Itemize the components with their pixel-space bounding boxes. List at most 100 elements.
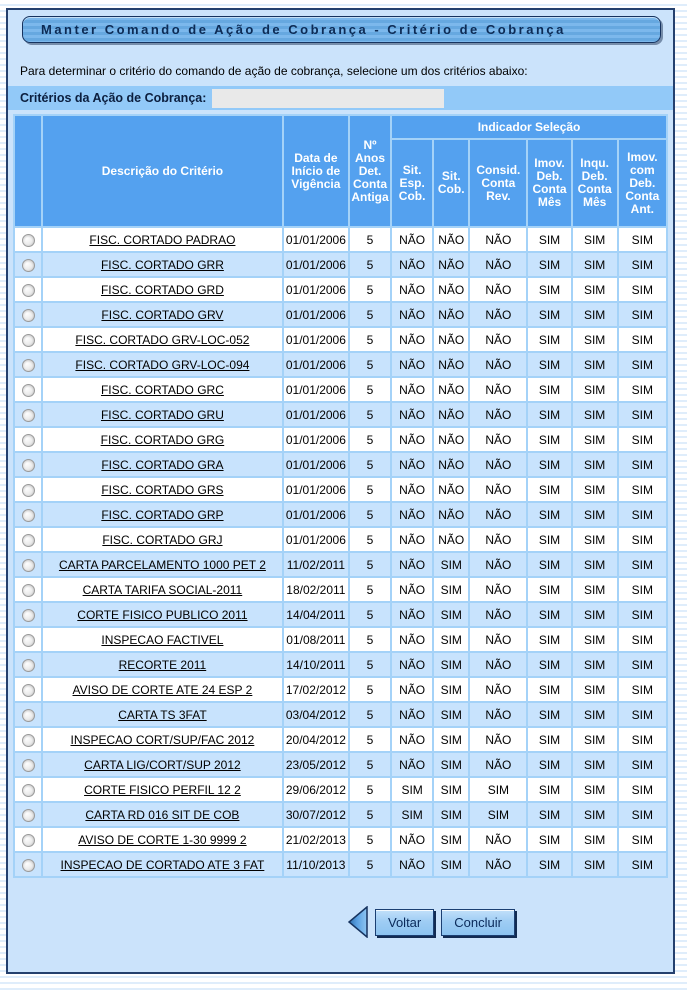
criterion-link[interactable]: FISC. CORTADO PADRAO	[89, 232, 236, 247]
criterion-radio[interactable]	[21, 533, 35, 547]
criterion-link[interactable]: CARTA RD 016 SIT DE COB	[85, 807, 240, 822]
criterion-radio[interactable]	[21, 483, 35, 497]
imov-com-deb-conta-ant-cell: SIM	[616, 551, 669, 578]
criterion-link[interactable]: FISC. CORTADO GRA	[101, 457, 224, 472]
consid-conta-rev-cell: NÃO	[468, 251, 529, 278]
criterion-link[interactable]: FISC. CORTADO GRV-LOC-052	[75, 332, 250, 347]
criterion-radio[interactable]	[21, 808, 35, 822]
criterion-radio[interactable]	[21, 258, 35, 272]
criterion-radio[interactable]	[21, 308, 35, 322]
data-inicio-cell: 01/01/2006	[281, 351, 350, 378]
criterion-link[interactable]: CORTE FISICO PERFIL 12 2	[84, 782, 241, 797]
imov-deb-conta-mes-cell: SIM	[526, 251, 573, 278]
instruction-text: Para determinar o critério do comando de…	[20, 64, 528, 78]
criterion-link[interactable]: FISC. CORTADO GRR	[100, 257, 224, 272]
criterion-link[interactable]: RECORTE 2011	[118, 657, 207, 672]
criterion-radio[interactable]	[21, 858, 35, 872]
header-consid-conta-rev: Consid. Conta Rev.	[468, 138, 529, 228]
criterion-radio[interactable]	[21, 558, 35, 572]
imov-com-deb-conta-ant-cell: SIM	[616, 576, 669, 603]
criteria-input[interactable]	[212, 88, 445, 108]
concluir-button[interactable]: Concluir	[441, 908, 515, 936]
criterion-link[interactable]: CARTA TARIFA SOCIAL-2011	[82, 582, 243, 597]
descricao-cell: FISC. CORTADO GRV	[41, 301, 284, 328]
criterion-link[interactable]: FISC. CORTADO GRC	[100, 382, 224, 397]
criterion-radio[interactable]	[21, 458, 35, 472]
criterion-radio[interactable]	[21, 408, 35, 422]
criterion-radio[interactable]	[21, 733, 35, 747]
criterion-link[interactable]: FISC. CORTADO GRU	[100, 407, 224, 422]
sit-esp-cob-cell: NÃO	[390, 726, 435, 753]
anos-cell: 5	[347, 451, 393, 478]
criterion-link[interactable]: INSPECAO CORT/SUP/FAC 2012	[70, 732, 255, 747]
criterion-radio[interactable]	[21, 683, 35, 697]
data-inicio-cell: 29/06/2012	[281, 776, 350, 803]
descricao-cell: RECORTE 2011	[41, 651, 284, 678]
criterion-radio[interactable]	[21, 383, 35, 397]
criterion-radio[interactable]	[21, 758, 35, 772]
criterion-radio[interactable]	[21, 333, 35, 347]
criterion-radio[interactable]	[21, 233, 35, 247]
criterion-link[interactable]: INSPECAO DE CORTADO ATE 3 FAT	[60, 857, 265, 872]
criterion-radio[interactable]	[21, 283, 35, 297]
table-row: INSPECAO FACTIVEL 01/08/2011 5 NÃO SIM NÃO SIM…	[12, 626, 669, 653]
data-inicio-cell: 01/01/2006	[281, 301, 350, 328]
table-row: FISC. CORTADO GRR 01/01/2006 5 NÃO NÃO NÃO SIM…	[12, 251, 669, 278]
radio-cell	[12, 301, 44, 328]
consid-conta-rev-cell: NÃO	[468, 301, 529, 328]
radio-cell	[12, 651, 44, 678]
imov-com-deb-conta-ant-cell: SIM	[616, 476, 669, 503]
criterion-link[interactable]: CARTA TS 3FAT	[118, 707, 207, 722]
criterion-link[interactable]: CORTE FISICO PUBLICO 2011	[77, 607, 248, 622]
criterion-link[interactable]: AVISO DE CORTE ATE 24 ESP 2	[72, 682, 253, 697]
criteria-table: Descrição do Critério Data de Início de …	[12, 114, 669, 878]
table-row: FISC. CORTADO GRP 01/01/2006 5 NÃO NÃO NÃO SIM…	[12, 501, 669, 528]
sit-cob-cell: SIM	[432, 576, 471, 603]
criterion-radio[interactable]	[21, 433, 35, 447]
criterion-radio[interactable]	[21, 608, 35, 622]
imov-deb-conta-mes-cell: SIM	[526, 376, 573, 403]
imov-deb-conta-mes-cell: SIM	[526, 751, 573, 778]
radio-cell	[12, 226, 44, 253]
criterion-radio[interactable]	[21, 833, 35, 847]
anos-cell: 5	[347, 426, 393, 453]
descricao-cell: FISC. CORTADO GRC	[41, 376, 284, 403]
back-arrow-icon[interactable]	[348, 906, 368, 938]
consid-conta-rev-cell: NÃO	[468, 476, 529, 503]
criterion-radio[interactable]	[21, 708, 35, 722]
imov-deb-conta-mes-cell: SIM	[526, 651, 573, 678]
criterion-radio[interactable]	[21, 783, 35, 797]
imov-deb-conta-mes-cell: SIM	[526, 726, 573, 753]
sit-esp-cob-cell: NÃO	[390, 576, 435, 603]
consid-conta-rev-cell: NÃO	[468, 376, 529, 403]
inqu-deb-conta-mes-cell: SIM	[570, 776, 619, 803]
criterion-link[interactable]: FISC. CORTADO GRV	[101, 307, 224, 322]
criteria-field-label: Critérios da Ação de Cobrança:	[20, 91, 207, 105]
table-row: CARTA TARIFA SOCIAL-2011 18/02/2011 5 NÃO SI…	[12, 576, 669, 603]
sit-esp-cob-cell: NÃO	[390, 451, 435, 478]
table-row: FISC. CORTADO GRV-LOC-052 01/01/2006 5 NÃO N…	[12, 326, 669, 353]
criterion-radio[interactable]	[21, 658, 35, 672]
sit-cob-cell: SIM	[432, 826, 471, 853]
anos-cell: 5	[347, 626, 393, 653]
criterion-link[interactable]: FISC. CORTADO GRG	[100, 432, 225, 447]
inqu-deb-conta-mes-cell: SIM	[570, 626, 619, 653]
criterion-link[interactable]: CARTA PARCELAMENTO 1000 PET 2	[58, 557, 266, 572]
anos-cell: 5	[347, 326, 393, 353]
criterion-link[interactable]: FISC. CORTADO GRV-LOC-094	[75, 357, 250, 372]
imov-deb-conta-mes-cell: SIM	[526, 851, 573, 878]
voltar-button[interactable]: Voltar	[375, 908, 435, 936]
descricao-cell: CARTA RD 016 SIT DE COB	[41, 801, 284, 828]
criterion-radio[interactable]	[21, 358, 35, 372]
criterion-link[interactable]: AVISO DE CORTE 1-30 9999 2	[78, 832, 247, 847]
consid-conta-rev-cell: SIM	[468, 776, 529, 803]
criterion-link[interactable]: FISC. CORTADO GRS	[101, 482, 224, 497]
criterion-link[interactable]: CARTA LIG/CORT/SUP 2012	[84, 757, 241, 772]
criterion-radio[interactable]	[21, 508, 35, 522]
criterion-radio[interactable]	[21, 633, 35, 647]
criterion-link[interactable]: FISC. CORTADO GRP	[101, 507, 224, 522]
criterion-link[interactable]: FISC. CORTADO GRD	[100, 282, 224, 297]
criterion-radio[interactable]	[21, 583, 35, 597]
criterion-link[interactable]: INSPECAO FACTIVEL	[101, 632, 224, 647]
criterion-link[interactable]: FISC. CORTADO GRJ	[102, 532, 223, 547]
